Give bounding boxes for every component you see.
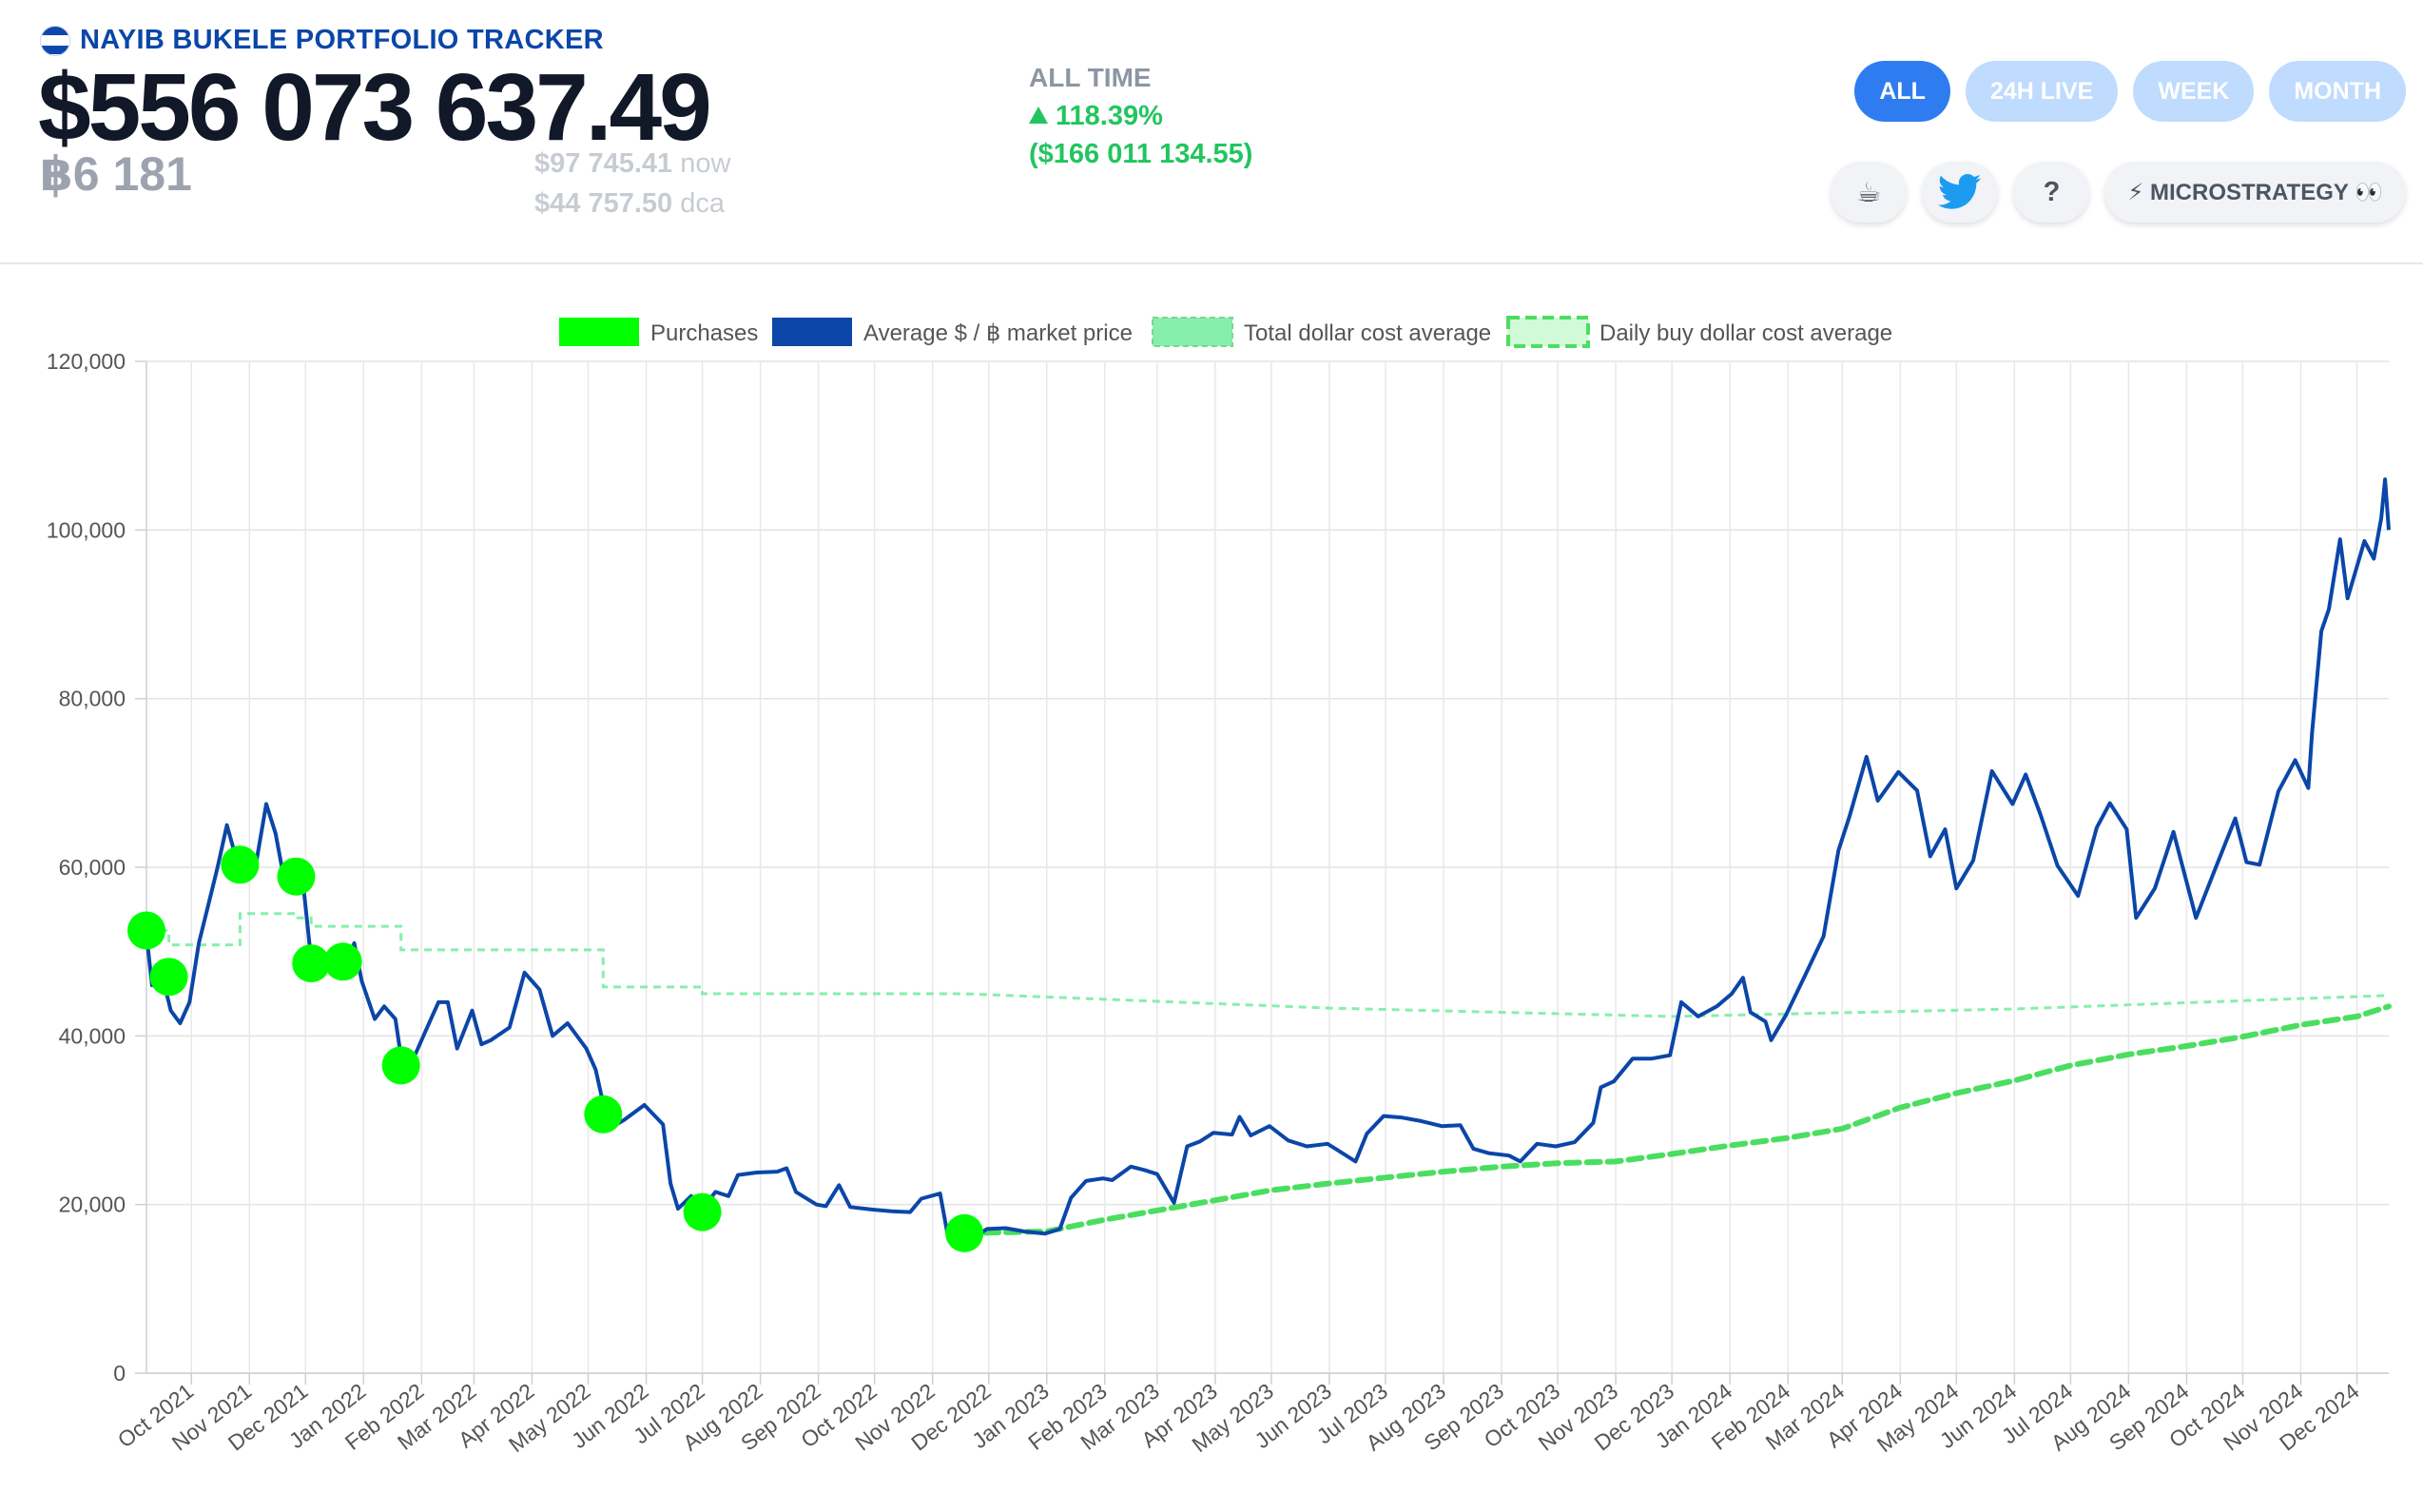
legend-daily-dca-label: Daily buy dollar cost average xyxy=(1599,320,1892,346)
purchase-dot xyxy=(584,1095,623,1134)
range-all-button[interactable]: ALL xyxy=(1854,61,1950,122)
purchase-dot xyxy=(149,958,188,997)
all-time-label: ALL TIME xyxy=(1029,63,1152,92)
microstrategy-button[interactable]: ⚡ MICROSTRATEGY 👀 xyxy=(2104,162,2406,223)
btc-holdings: ฿6 181 xyxy=(40,147,192,201)
brand[interactable]: NAYIB BUKELE PORTFOLIO TRACKER xyxy=(40,25,604,56)
purchase-dot xyxy=(127,911,165,950)
purchase-dot xyxy=(683,1192,722,1231)
total-dca-line xyxy=(146,912,2390,1018)
purchase-dot xyxy=(945,1213,984,1252)
legend-price-label: Average $ / ฿ market price xyxy=(863,320,1133,346)
y-tick-label: 120,000 xyxy=(47,349,126,374)
price-now-value: $97 745.41 xyxy=(534,148,673,179)
all-time-percent-value: 118.39% xyxy=(1056,101,1163,131)
microstrategy-label: ⚡ MICROSTRATEGY 👀 xyxy=(2127,179,2383,205)
purchase-dot xyxy=(381,1046,420,1085)
purchase-dot xyxy=(221,845,260,884)
y-tick-label: 40,000 xyxy=(59,1023,126,1048)
purchase-dot xyxy=(277,857,316,896)
coffee-icon: ☕ xyxy=(1856,177,1882,208)
twitter-button[interactable] xyxy=(1922,162,1999,223)
price-dca: $44 757.50 dca xyxy=(534,188,725,220)
portfolio-chart: 020,00040,00060,00080,000100,000120,000O… xyxy=(47,316,2392,1457)
y-tick-label: 0 xyxy=(113,1361,126,1386)
range-month-button[interactable]: MONTH xyxy=(2269,61,2406,122)
help-button[interactable]: ? xyxy=(2013,162,2090,223)
purchase-dot xyxy=(323,942,362,981)
y-tick-label: 60,000 xyxy=(59,855,126,880)
price-dca-unit: dca xyxy=(680,188,725,219)
range-24h-live-button[interactable]: 24H LIVE xyxy=(1965,61,2119,122)
twitter-bird-icon xyxy=(1938,174,1982,209)
icon-button-row: ☕ ? ⚡ MICROSTRATEGY 👀 xyxy=(1831,162,2406,223)
y-tick-label: 100,000 xyxy=(47,517,126,542)
legend-total-dca-swatch xyxy=(1152,317,1233,347)
price-line xyxy=(145,477,2391,1242)
brand-title: NAYIB BUKELE PORTFOLIO TRACKER xyxy=(80,25,604,55)
portfolio-total-value: $556 073 637.49 xyxy=(38,54,712,161)
el-salvador-flag-icon xyxy=(40,25,70,56)
legend-purchases-label: Purchases xyxy=(650,320,758,346)
price-now: $97 745.41 now xyxy=(534,148,730,180)
help-icon: ? xyxy=(2043,176,2061,207)
range-week-button[interactable]: WEEK xyxy=(2133,61,2255,122)
coffee-button[interactable]: ☕ xyxy=(1831,162,1908,223)
all-time-percent: 118.39% xyxy=(1029,101,1163,132)
range-selector: ALL 24H LIVE WEEK MONTH xyxy=(1854,61,2406,122)
up-triangle-icon xyxy=(1029,107,1048,124)
legend-total-dca-label: Total dollar cost average xyxy=(1244,320,1491,346)
purchase-dot xyxy=(292,944,331,983)
legend-daily-dca-swatch xyxy=(1506,316,1590,348)
header: NAYIB BUKELE PORTFOLIO TRACKER $556 073 … xyxy=(0,0,2423,264)
legend-price-swatch xyxy=(772,318,852,346)
daily-dca-line xyxy=(961,1003,2392,1236)
all-time-usd: ($166 011 134.55) xyxy=(1029,139,1253,169)
price-now-unit: now xyxy=(680,148,731,179)
legend-purchases-swatch xyxy=(559,318,639,346)
y-tick-label: 80,000 xyxy=(59,687,126,711)
y-tick-label: 20,000 xyxy=(59,1192,126,1217)
price-dca-value: $44 757.50 xyxy=(534,188,673,219)
